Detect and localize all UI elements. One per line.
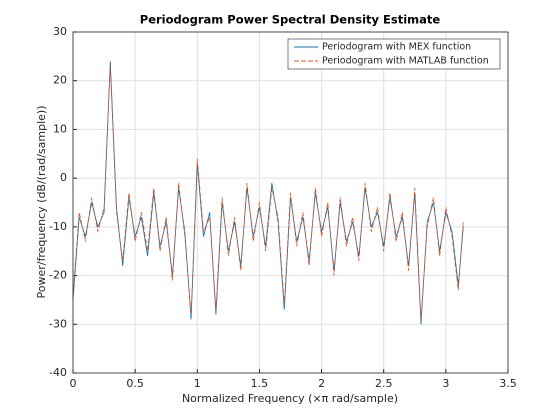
chart-title: Periodogram Power Spectral Density Estim… (140, 13, 441, 27)
x-tick-label: 2 (318, 377, 325, 390)
x-tick-label: 2.5 (375, 377, 393, 390)
x-tick-label: 3 (442, 377, 449, 390)
y-tick-label: 0 (60, 171, 67, 184)
y-tick-label: -10 (49, 220, 67, 233)
legend-box (287, 38, 501, 70)
x-tick-label: 1 (194, 377, 201, 390)
legend-label: Periodogram with MATLAB function (322, 56, 489, 67)
x-tick-label: 0 (70, 377, 77, 390)
y-tick-label: 30 (53, 25, 67, 38)
x-tick-label: 1.5 (251, 377, 269, 390)
x-tick-label: 0.5 (126, 377, 144, 390)
y-tick-label: 10 (53, 122, 67, 135)
series-line (72, 66, 464, 320)
axes-box (72, 31, 509, 374)
y-tick-label: -40 (49, 366, 67, 379)
y-tick-label: 20 (53, 74, 67, 87)
x-axis-label: Normalized Frequency (×π rad/sample) (182, 392, 398, 405)
legend-label: Periodogram with MEX function (322, 42, 471, 53)
y-tick-label: -30 (49, 317, 67, 330)
y-axis-label: Power/frequency (dB/(rad/sample)) (35, 106, 48, 299)
x-tick-label: 3.5 (499, 377, 517, 390)
y-tick-label: -20 (49, 269, 67, 282)
